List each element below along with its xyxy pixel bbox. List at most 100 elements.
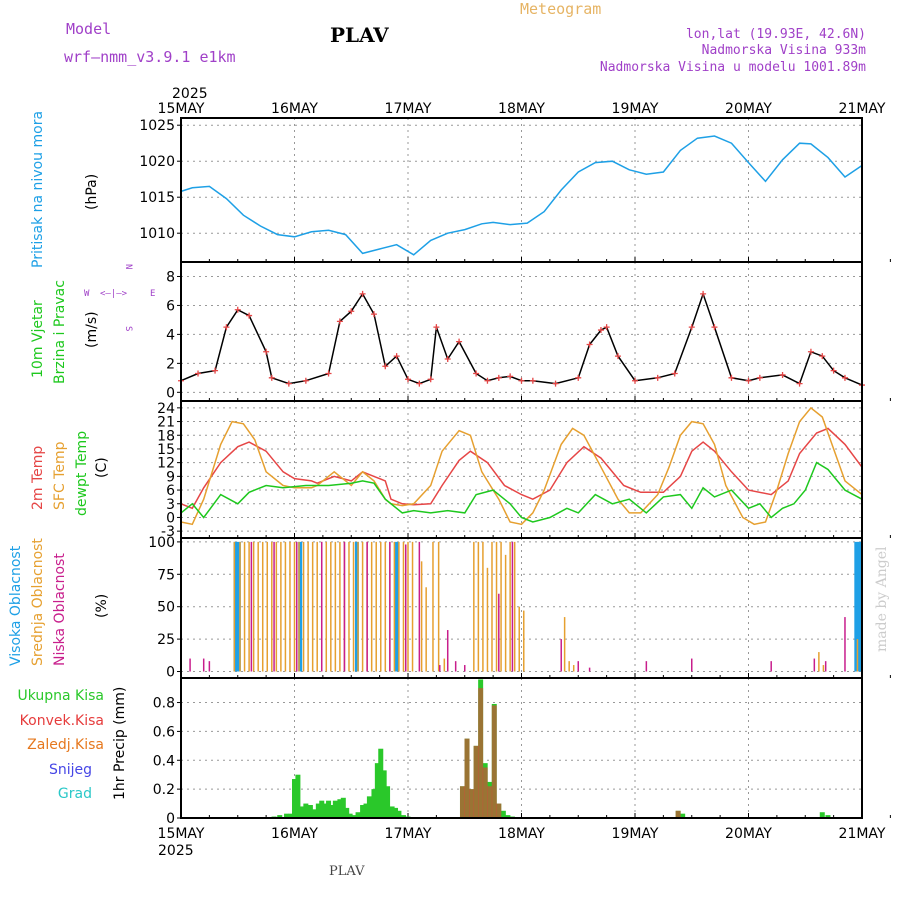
y-tick-label: 1015 (139, 190, 175, 206)
compass-arrows: <—|—> (100, 289, 128, 299)
wind-direction-marker (632, 377, 638, 384)
footer-station: PLAV (329, 864, 365, 879)
panel-cloud: 0 25 50 75 100 (148, 535, 891, 681)
y-tick-label: 0.8 (153, 696, 175, 712)
compass-rose: N W E S <—|—> (84, 264, 155, 331)
precip-bar (366, 796, 372, 818)
precip-bar (311, 809, 317, 818)
dewpt-ylabel: dewpt Temp (74, 431, 90, 516)
wind-direction-marker (552, 380, 559, 387)
y-tick-label: 0 (166, 665, 175, 681)
series-line-pressure (180, 135, 863, 256)
time-tick-top: 17MAY (385, 101, 432, 117)
time-tick-top: 20MAY (725, 101, 772, 117)
wind-ylabel-1: 10m Vjetar (30, 300, 46, 378)
y-tick-label: 50 (157, 600, 175, 616)
precip-bar (487, 786, 493, 818)
wind-unit: (m/s) (84, 311, 100, 348)
low-cloud-ylabel: Niska Oblacnost (52, 553, 68, 666)
precip-bar (389, 806, 395, 818)
wind-direction-marker (416, 380, 423, 387)
y-tick-label: 6 (166, 483, 175, 499)
series-line-2m-temp (180, 427, 863, 510)
altitude-label: Nadmorska Visina 933m (702, 43, 867, 58)
wind-direction-marker (756, 374, 763, 381)
wind-direction-marker (700, 290, 707, 297)
wind-direction-marker (807, 348, 814, 355)
time-tick-top: 19MAY (612, 101, 659, 117)
wind-direction-marker (382, 363, 389, 370)
y-tick-label: 4 (166, 327, 175, 343)
wind-direction-marker (444, 356, 451, 363)
precip-bar (326, 800, 332, 818)
wind-direction-marker (393, 353, 400, 360)
wind-direction-marker (654, 374, 661, 381)
precip-bar (378, 748, 384, 818)
pressure-unit: (hPa) (84, 174, 100, 210)
wind-direction-marker (234, 306, 241, 313)
wind-direction-marker (223, 324, 230, 331)
pressure-ylabel: Pritisak na nivou mora (30, 111, 46, 268)
y-tick-label: 9 (166, 469, 175, 485)
y-tick-label: 6 (166, 298, 175, 314)
year-bottom: 2025 (158, 843, 194, 859)
wind-direction-marker (518, 377, 525, 384)
wind-direction-marker (603, 324, 610, 331)
precip-bar (459, 786, 465, 818)
y-tick-label: 3 (166, 497, 175, 513)
precip-bar (298, 806, 304, 818)
precip-bar (355, 812, 361, 818)
precip-bar (374, 763, 380, 818)
y-tick-label: 1025 (139, 118, 175, 134)
precip-bar (277, 815, 283, 818)
sfc-ylabel: SFC Temp (52, 441, 68, 510)
y-tick-label: 100 (148, 535, 175, 551)
y-tick-label: 21 (157, 415, 175, 431)
compass-east: E (150, 289, 155, 299)
mid-cloud-ylabel: Srednja Oblacnost (30, 538, 46, 666)
wind-direction-marker (688, 324, 695, 331)
precip-ylabel: 1hr Precip (mm) (112, 687, 128, 800)
compass-west: W (84, 289, 90, 299)
precip-bar (473, 745, 479, 818)
precip-bar (396, 810, 402, 818)
precip-bar (319, 800, 325, 818)
wind-direction-marker (597, 327, 604, 334)
y-tick-label: 0.4 (153, 753, 175, 769)
series-line-dewpt-temp (180, 461, 863, 523)
cloud-unit: (%) (94, 594, 110, 618)
series-line-sfc-temp (180, 406, 863, 526)
precip-bar (340, 797, 346, 818)
wind-direction-marker (348, 308, 355, 315)
y-tick-label: 18 (157, 428, 175, 444)
wind-direction-marker (302, 377, 309, 384)
time-tick-top: 16MAY (271, 101, 318, 117)
precip-bar (825, 815, 831, 818)
wind-direction-marker (830, 367, 837, 374)
wind-direction-marker (841, 374, 848, 381)
time-tick-top: 18MAY (498, 101, 545, 117)
y-tick-label: 75 (157, 567, 175, 583)
y-tick-label: 15 (157, 442, 175, 458)
precip-bar (680, 813, 686, 818)
y-tick-label: 2 (166, 356, 175, 372)
y-tick-label: -3 (161, 524, 175, 540)
wind-direction-marker (728, 374, 735, 381)
legend-hail: Grad (58, 786, 92, 802)
wind-direction-marker (427, 376, 434, 383)
year-top: 2025 (172, 86, 208, 102)
y-tick-label: 0 (166, 385, 175, 401)
precip-bar (385, 786, 391, 818)
precip-bar (344, 807, 350, 818)
panel-wind: 0 2 4 6 8 (166, 261, 891, 402)
precip-bar (288, 813, 294, 818)
time-tick-bottom: 15MAY (158, 826, 205, 842)
compass-south: S (123, 326, 133, 331)
precip-bar (303, 803, 309, 818)
time-tick-top: 15MAY (158, 101, 205, 117)
wind-ylabel-2: Brzina i Pravac (52, 280, 68, 384)
wind-direction-marker (779, 371, 786, 378)
y-tick-label: 0 (166, 811, 175, 827)
panel-pressure: 1010 1015 1020 1025 (139, 117, 891, 263)
